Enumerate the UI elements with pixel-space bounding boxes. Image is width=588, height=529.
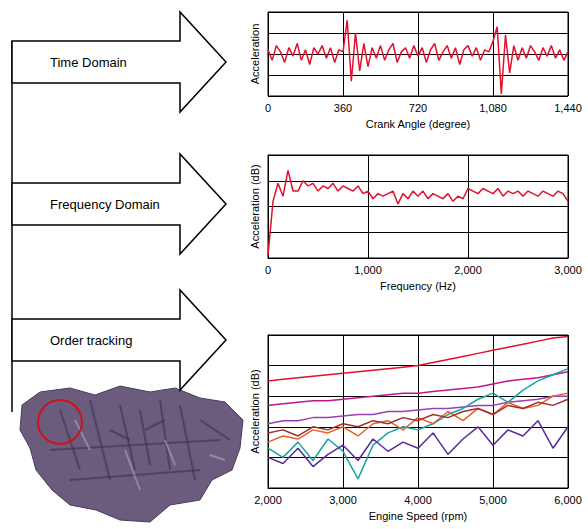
- svg-text:2,000: 2,000: [454, 264, 482, 276]
- svg-text:Crank Angle (degree): Crank Angle (degree): [366, 118, 471, 130]
- svg-text:3,000: 3,000: [329, 494, 357, 506]
- svg-text:Acceleration: Acceleration: [249, 24, 261, 85]
- svg-text:1,000: 1,000: [354, 264, 382, 276]
- svg-text:2,000: 2,000: [254, 494, 282, 506]
- svg-text:4,000: 4,000: [404, 494, 432, 506]
- svg-text:Frequency Domain: Frequency Domain: [50, 197, 160, 212]
- svg-text:Engine Speed (rpm): Engine Speed (rpm): [369, 510, 467, 522]
- svg-text:Time Domain: Time Domain: [50, 55, 127, 70]
- svg-text:720: 720: [409, 102, 427, 114]
- svg-text:Order tracking: Order tracking: [50, 333, 132, 348]
- svg-text:Acceleration (dB): Acceleration (dB): [249, 164, 261, 248]
- svg-text:3,000: 3,000: [554, 264, 582, 276]
- svg-text:Frequency (Hz): Frequency (Hz): [380, 280, 456, 292]
- svg-text:Acceleration (dB): Acceleration (dB): [249, 369, 261, 453]
- svg-text:6,000: 6,000: [554, 494, 582, 506]
- svg-text:1,440: 1,440: [554, 102, 582, 114]
- svg-text:1,080: 1,080: [479, 102, 507, 114]
- svg-text:0: 0: [265, 102, 271, 114]
- svg-text:0: 0: [265, 264, 271, 276]
- svg-text:360: 360: [334, 102, 352, 114]
- svg-text:5,000: 5,000: [479, 494, 507, 506]
